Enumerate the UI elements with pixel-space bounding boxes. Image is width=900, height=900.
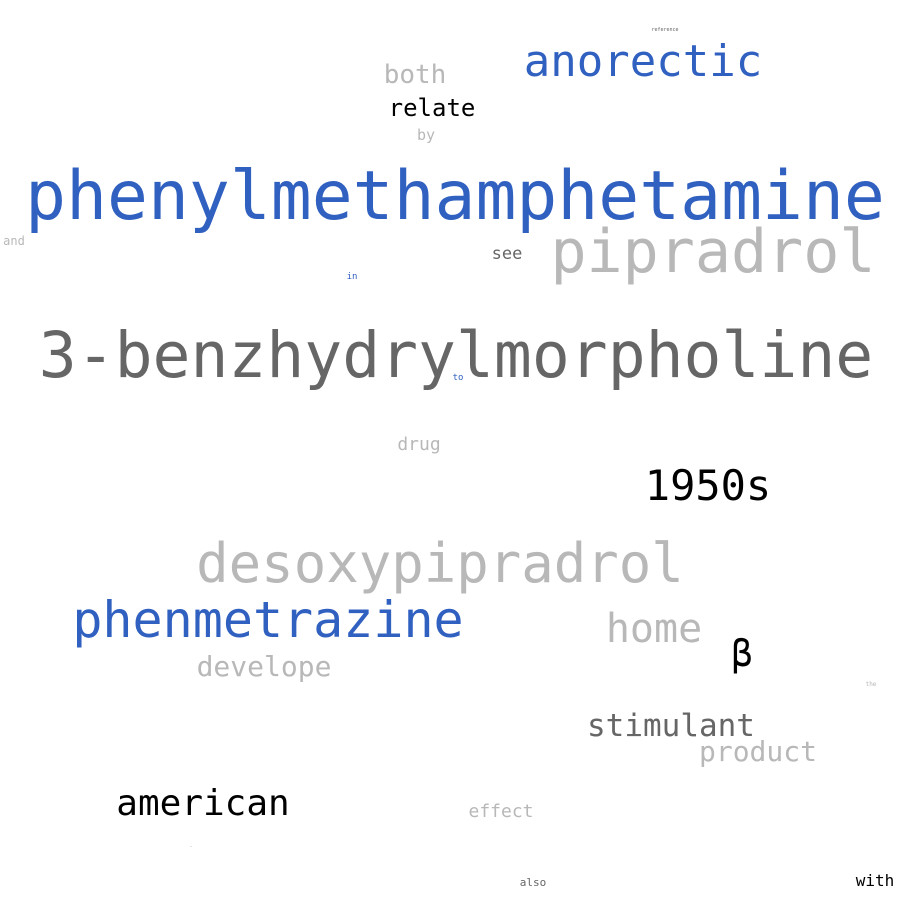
word-and: and (3, 233, 25, 248)
word-home: home (605, 605, 703, 652)
word-american: american (116, 782, 290, 824)
word-dash: - (189, 843, 193, 851)
word-by: by (416, 125, 436, 144)
word-effect: effect (468, 801, 534, 823)
word-anorectic: anorectic (523, 35, 763, 87)
word-pipradrol: pipradrol (550, 217, 876, 288)
word-phenmetrazine: phenmetrazine (72, 591, 464, 649)
word-desoxypipradrol: desoxypipradrol (196, 531, 684, 595)
word-see: see (491, 244, 523, 265)
word-develope: develope (196, 649, 332, 683)
word-relate: relate (388, 93, 476, 122)
word-also: also (519, 875, 547, 889)
word-both: both (383, 60, 447, 91)
word-to: to (452, 373, 464, 384)
word-the: the (865, 681, 877, 689)
word-phenylmethamphetamine: phenylmethamphetamine (25, 157, 885, 237)
word-1950s: 1950s (644, 461, 772, 511)
word-stimulant: stimulant (587, 708, 755, 745)
word-beta: β (731, 633, 753, 675)
word-drug: drug (397, 434, 441, 456)
word-reference: reference (651, 27, 679, 34)
word-product: product (698, 734, 817, 768)
word-3-benzhydrylmorpholine: 3-benzhydrylmorpholine (38, 319, 874, 393)
word-with: with (855, 870, 895, 890)
word-in: in (346, 272, 358, 283)
